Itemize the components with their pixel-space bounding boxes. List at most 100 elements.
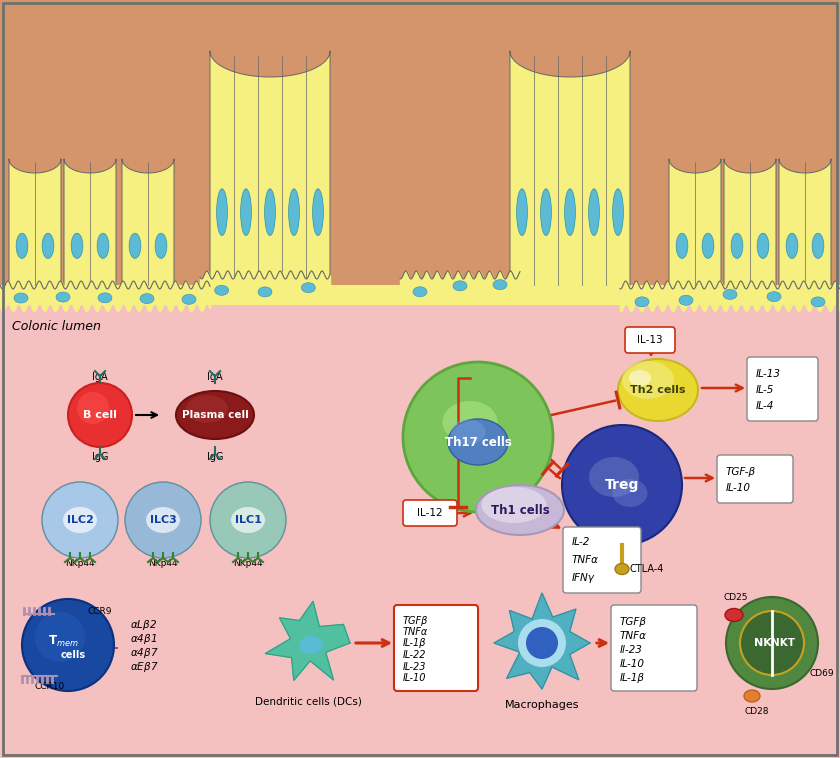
Text: IL-22: IL-22 bbox=[403, 650, 427, 660]
Text: CD25: CD25 bbox=[724, 593, 748, 602]
Circle shape bbox=[35, 612, 85, 662]
Ellipse shape bbox=[564, 189, 575, 236]
Text: IL-10: IL-10 bbox=[403, 673, 427, 683]
Ellipse shape bbox=[289, 189, 299, 236]
Ellipse shape bbox=[676, 233, 688, 258]
Ellipse shape bbox=[679, 296, 693, 305]
Text: CD69: CD69 bbox=[810, 669, 835, 678]
Polygon shape bbox=[265, 601, 350, 681]
Ellipse shape bbox=[517, 189, 528, 236]
Ellipse shape bbox=[541, 189, 551, 236]
Text: Treg: Treg bbox=[605, 478, 639, 492]
Ellipse shape bbox=[215, 285, 228, 296]
Text: Dendritic cells (DCs): Dendritic cells (DCs) bbox=[255, 696, 361, 706]
Circle shape bbox=[68, 383, 132, 447]
Text: CCR10: CCR10 bbox=[35, 682, 66, 691]
Ellipse shape bbox=[635, 297, 649, 307]
Circle shape bbox=[42, 482, 118, 558]
Circle shape bbox=[403, 362, 553, 512]
Circle shape bbox=[125, 482, 201, 558]
Ellipse shape bbox=[97, 233, 109, 258]
Text: IL-1β: IL-1β bbox=[620, 673, 645, 683]
Text: Plasma cell: Plasma cell bbox=[181, 410, 249, 420]
Ellipse shape bbox=[612, 479, 648, 507]
Ellipse shape bbox=[731, 233, 743, 258]
Text: $\alpha$4$\beta$1: $\alpha$4$\beta$1 bbox=[130, 632, 157, 646]
Circle shape bbox=[562, 425, 682, 545]
Polygon shape bbox=[9, 159, 61, 285]
Text: Th2 cells: Th2 cells bbox=[630, 385, 685, 395]
Text: ILC1: ILC1 bbox=[234, 515, 261, 525]
Text: T$_{mem}$: T$_{mem}$ bbox=[48, 634, 78, 649]
Text: B cell: B cell bbox=[83, 410, 117, 420]
Ellipse shape bbox=[240, 189, 251, 236]
Ellipse shape bbox=[413, 287, 427, 297]
Text: NKT: NKT bbox=[771, 638, 795, 648]
Ellipse shape bbox=[811, 297, 825, 307]
Ellipse shape bbox=[312, 189, 323, 236]
Polygon shape bbox=[494, 593, 590, 689]
Text: IL-2: IL-2 bbox=[572, 537, 591, 547]
Text: IL-5: IL-5 bbox=[756, 385, 774, 395]
Circle shape bbox=[726, 597, 818, 689]
Ellipse shape bbox=[56, 292, 70, 302]
Text: $\alpha$E$\beta$7: $\alpha$E$\beta$7 bbox=[130, 660, 159, 674]
Text: IFNγ: IFNγ bbox=[572, 573, 595, 583]
Text: NK: NK bbox=[754, 638, 772, 648]
FancyBboxPatch shape bbox=[611, 605, 697, 691]
Ellipse shape bbox=[71, 233, 83, 258]
Circle shape bbox=[740, 611, 804, 675]
Ellipse shape bbox=[217, 189, 228, 236]
Ellipse shape bbox=[757, 233, 769, 258]
Ellipse shape bbox=[42, 233, 54, 258]
Ellipse shape bbox=[812, 233, 824, 258]
Ellipse shape bbox=[129, 233, 141, 258]
Ellipse shape bbox=[476, 485, 564, 535]
Text: TGFβ: TGFβ bbox=[403, 615, 428, 625]
Ellipse shape bbox=[299, 636, 323, 654]
Ellipse shape bbox=[98, 293, 112, 303]
Ellipse shape bbox=[450, 419, 486, 444]
Ellipse shape bbox=[265, 189, 276, 236]
Polygon shape bbox=[724, 159, 776, 285]
Ellipse shape bbox=[186, 395, 228, 423]
Text: IL-12: IL-12 bbox=[417, 508, 443, 518]
Text: Macrophages: Macrophages bbox=[505, 700, 580, 710]
Text: IL-23: IL-23 bbox=[403, 662, 427, 672]
Ellipse shape bbox=[14, 293, 28, 303]
Text: NKp44: NKp44 bbox=[66, 559, 95, 568]
Ellipse shape bbox=[723, 290, 737, 299]
FancyBboxPatch shape bbox=[717, 455, 793, 503]
Text: Il-23: Il-23 bbox=[620, 645, 643, 655]
Ellipse shape bbox=[176, 391, 254, 439]
Ellipse shape bbox=[182, 294, 196, 304]
Ellipse shape bbox=[448, 419, 508, 465]
Ellipse shape bbox=[622, 361, 674, 399]
Ellipse shape bbox=[744, 690, 760, 702]
Text: TNFα: TNFα bbox=[572, 555, 599, 565]
Text: CD28: CD28 bbox=[745, 706, 769, 716]
Text: cells: cells bbox=[60, 650, 86, 660]
Ellipse shape bbox=[63, 507, 97, 533]
Ellipse shape bbox=[453, 280, 467, 291]
Circle shape bbox=[77, 392, 109, 424]
Circle shape bbox=[526, 627, 558, 659]
Text: IL-13: IL-13 bbox=[756, 369, 781, 379]
Ellipse shape bbox=[155, 233, 167, 258]
Ellipse shape bbox=[140, 293, 154, 304]
FancyBboxPatch shape bbox=[403, 500, 457, 526]
Polygon shape bbox=[210, 51, 330, 285]
Ellipse shape bbox=[443, 401, 497, 443]
Text: $\alpha$L$\beta$2: $\alpha$L$\beta$2 bbox=[130, 618, 157, 632]
Polygon shape bbox=[122, 159, 174, 285]
Polygon shape bbox=[64, 159, 116, 285]
Text: ILC3: ILC3 bbox=[150, 515, 176, 525]
Bar bbox=[0, 290, 840, 758]
Ellipse shape bbox=[767, 292, 781, 302]
Text: TNFα: TNFα bbox=[620, 631, 647, 641]
Ellipse shape bbox=[231, 507, 265, 533]
Ellipse shape bbox=[589, 457, 639, 497]
Circle shape bbox=[22, 599, 114, 691]
Text: TGFβ: TGFβ bbox=[620, 617, 647, 627]
Ellipse shape bbox=[786, 233, 798, 258]
